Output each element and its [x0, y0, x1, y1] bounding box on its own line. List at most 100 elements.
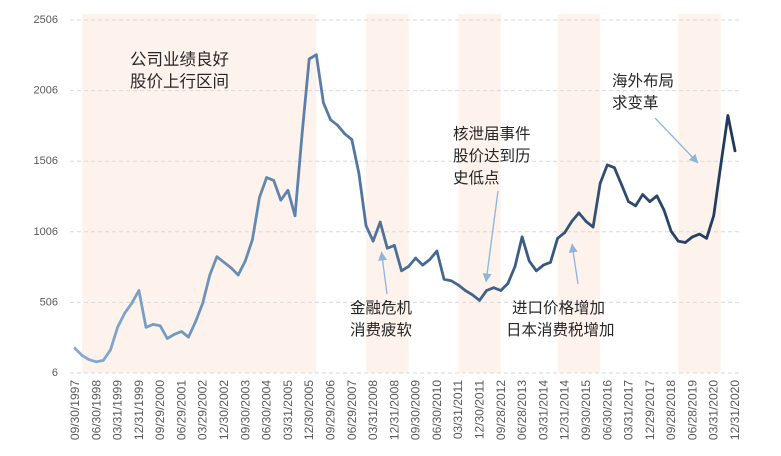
y-tick-label: 6 — [52, 367, 58, 379]
annotation-overseas-line-2: 求变革 — [612, 94, 659, 112]
data-point — [215, 255, 219, 258]
data-point — [279, 198, 283, 202]
x-tick-label: 12/31/2020 — [728, 380, 742, 440]
annotation-financial-crisis: 金融危机 消费疲软 — [350, 251, 413, 339]
series-line — [73, 53, 737, 364]
data-point — [513, 265, 517, 268]
data-point — [464, 289, 467, 292]
annotation-overseas-line-1: 海外布局 — [612, 72, 674, 90]
data-point — [329, 118, 332, 121]
data-point — [698, 232, 701, 236]
data-point — [414, 256, 417, 260]
y-tick-label: 2006 — [34, 85, 58, 97]
data-point — [378, 220, 382, 224]
data-point — [613, 166, 616, 169]
data-point — [244, 259, 247, 263]
y-axis-tick-labels: 6 506 1006 1506 2006 2506 — [34, 14, 58, 379]
data-point — [73, 347, 77, 350]
data-point — [570, 220, 574, 223]
data-point — [151, 323, 155, 326]
data-point — [606, 163, 609, 167]
data-point — [130, 301, 134, 305]
x-tick-label: 03/31/2008 — [366, 380, 380, 440]
data-point — [286, 189, 290, 192]
shaded-period — [366, 14, 409, 373]
x-tick-label: 06/30/2016 — [600, 380, 614, 440]
x-tick-label: 12/30/2005 — [302, 380, 316, 440]
annotation-consumption-tax-line-1: 进口价格增加 — [512, 299, 605, 317]
x-tick-label: 09/29/2000 — [153, 380, 167, 440]
annotation-financial-crisis-line-2: 消费疲软 — [350, 321, 412, 339]
annotation-nuclear-incident-line-1: 核泄届事件 — [453, 125, 531, 143]
data-point — [499, 289, 503, 292]
annotation-overseas: 海外布局 求变革 — [612, 72, 699, 164]
data-point — [627, 200, 630, 203]
data-point — [669, 229, 673, 233]
x-tick-label: 06/30/1998 — [89, 380, 103, 440]
data-point — [549, 261, 552, 264]
data-point — [102, 359, 105, 362]
x-tick-label: 03/29/2002 — [196, 380, 210, 440]
annotation-consumption-tax-line-2: 日本消费税增加 — [506, 321, 615, 339]
x-tick-label: 12/30/2002 — [217, 380, 231, 440]
data-point — [598, 181, 602, 185]
annotation-arrow — [568, 243, 579, 285]
data-point — [180, 330, 183, 333]
data-point — [620, 183, 623, 186]
data-point — [350, 138, 354, 141]
data-point — [258, 196, 261, 199]
data-point — [343, 132, 347, 136]
data-point — [123, 311, 126, 315]
annotation-arrow — [378, 251, 388, 295]
data-point — [733, 149, 737, 153]
x-tick-label: 06/29/2001 — [175, 380, 189, 440]
x-tick-label: 09/30/2003 — [238, 380, 252, 440]
data-point — [662, 208, 666, 212]
y-tick-label: 506 — [40, 296, 58, 308]
annotation-nuclear-incident-line-3: 史低点 — [453, 169, 500, 187]
x-tick-label: 03/31/2011 — [451, 380, 465, 439]
x-tick-label: 06/30/2010 — [430, 380, 444, 440]
x-tick-label: 09/28/2018 — [664, 380, 678, 440]
data-point — [442, 277, 446, 281]
data-point — [265, 176, 268, 179]
x-axis-tick-labels: 09/30/1997 06/30/1998 03/31/1999 12/31/1999… — [68, 380, 742, 440]
data-point — [236, 273, 240, 277]
annotation-arrow — [654, 117, 699, 164]
data-point — [485, 289, 488, 292]
data-point — [712, 214, 715, 217]
data-point — [400, 269, 403, 273]
data-point — [542, 263, 545, 267]
annotation-uptrend-line-1: 公司业绩良好 — [130, 50, 229, 69]
data-point — [648, 200, 652, 203]
annotation-nuclear-incident: 核泄届事件 股价达到历 史低点 — [453, 125, 531, 283]
data-point — [80, 354, 84, 357]
y-tick-label: 1506 — [34, 155, 58, 167]
data-point — [307, 57, 311, 61]
data-point — [222, 261, 226, 264]
data-point — [449, 279, 453, 283]
data-points — [73, 53, 737, 364]
x-tick-label: 12/31/2014 — [558, 380, 572, 440]
data-point — [166, 337, 169, 340]
x-tick-label: 09/30/1997 — [68, 380, 82, 440]
x-tick-label: 12/31/1999 — [132, 380, 146, 440]
data-point — [95, 360, 98, 364]
data-point — [293, 214, 297, 217]
data-point — [691, 235, 694, 239]
data-point — [357, 172, 361, 175]
data-point — [726, 114, 730, 117]
data-point — [116, 326, 119, 329]
x-tick-label: 03/31/1999 — [111, 380, 125, 440]
data-point — [641, 193, 644, 196]
data-point — [563, 231, 566, 234]
data-point — [364, 224, 368, 227]
data-point — [520, 235, 524, 239]
data-point — [336, 124, 339, 127]
data-point — [322, 101, 325, 104]
data-point — [655, 194, 659, 198]
data-point — [421, 263, 425, 267]
data-point — [109, 348, 112, 352]
data-point — [634, 204, 637, 208]
